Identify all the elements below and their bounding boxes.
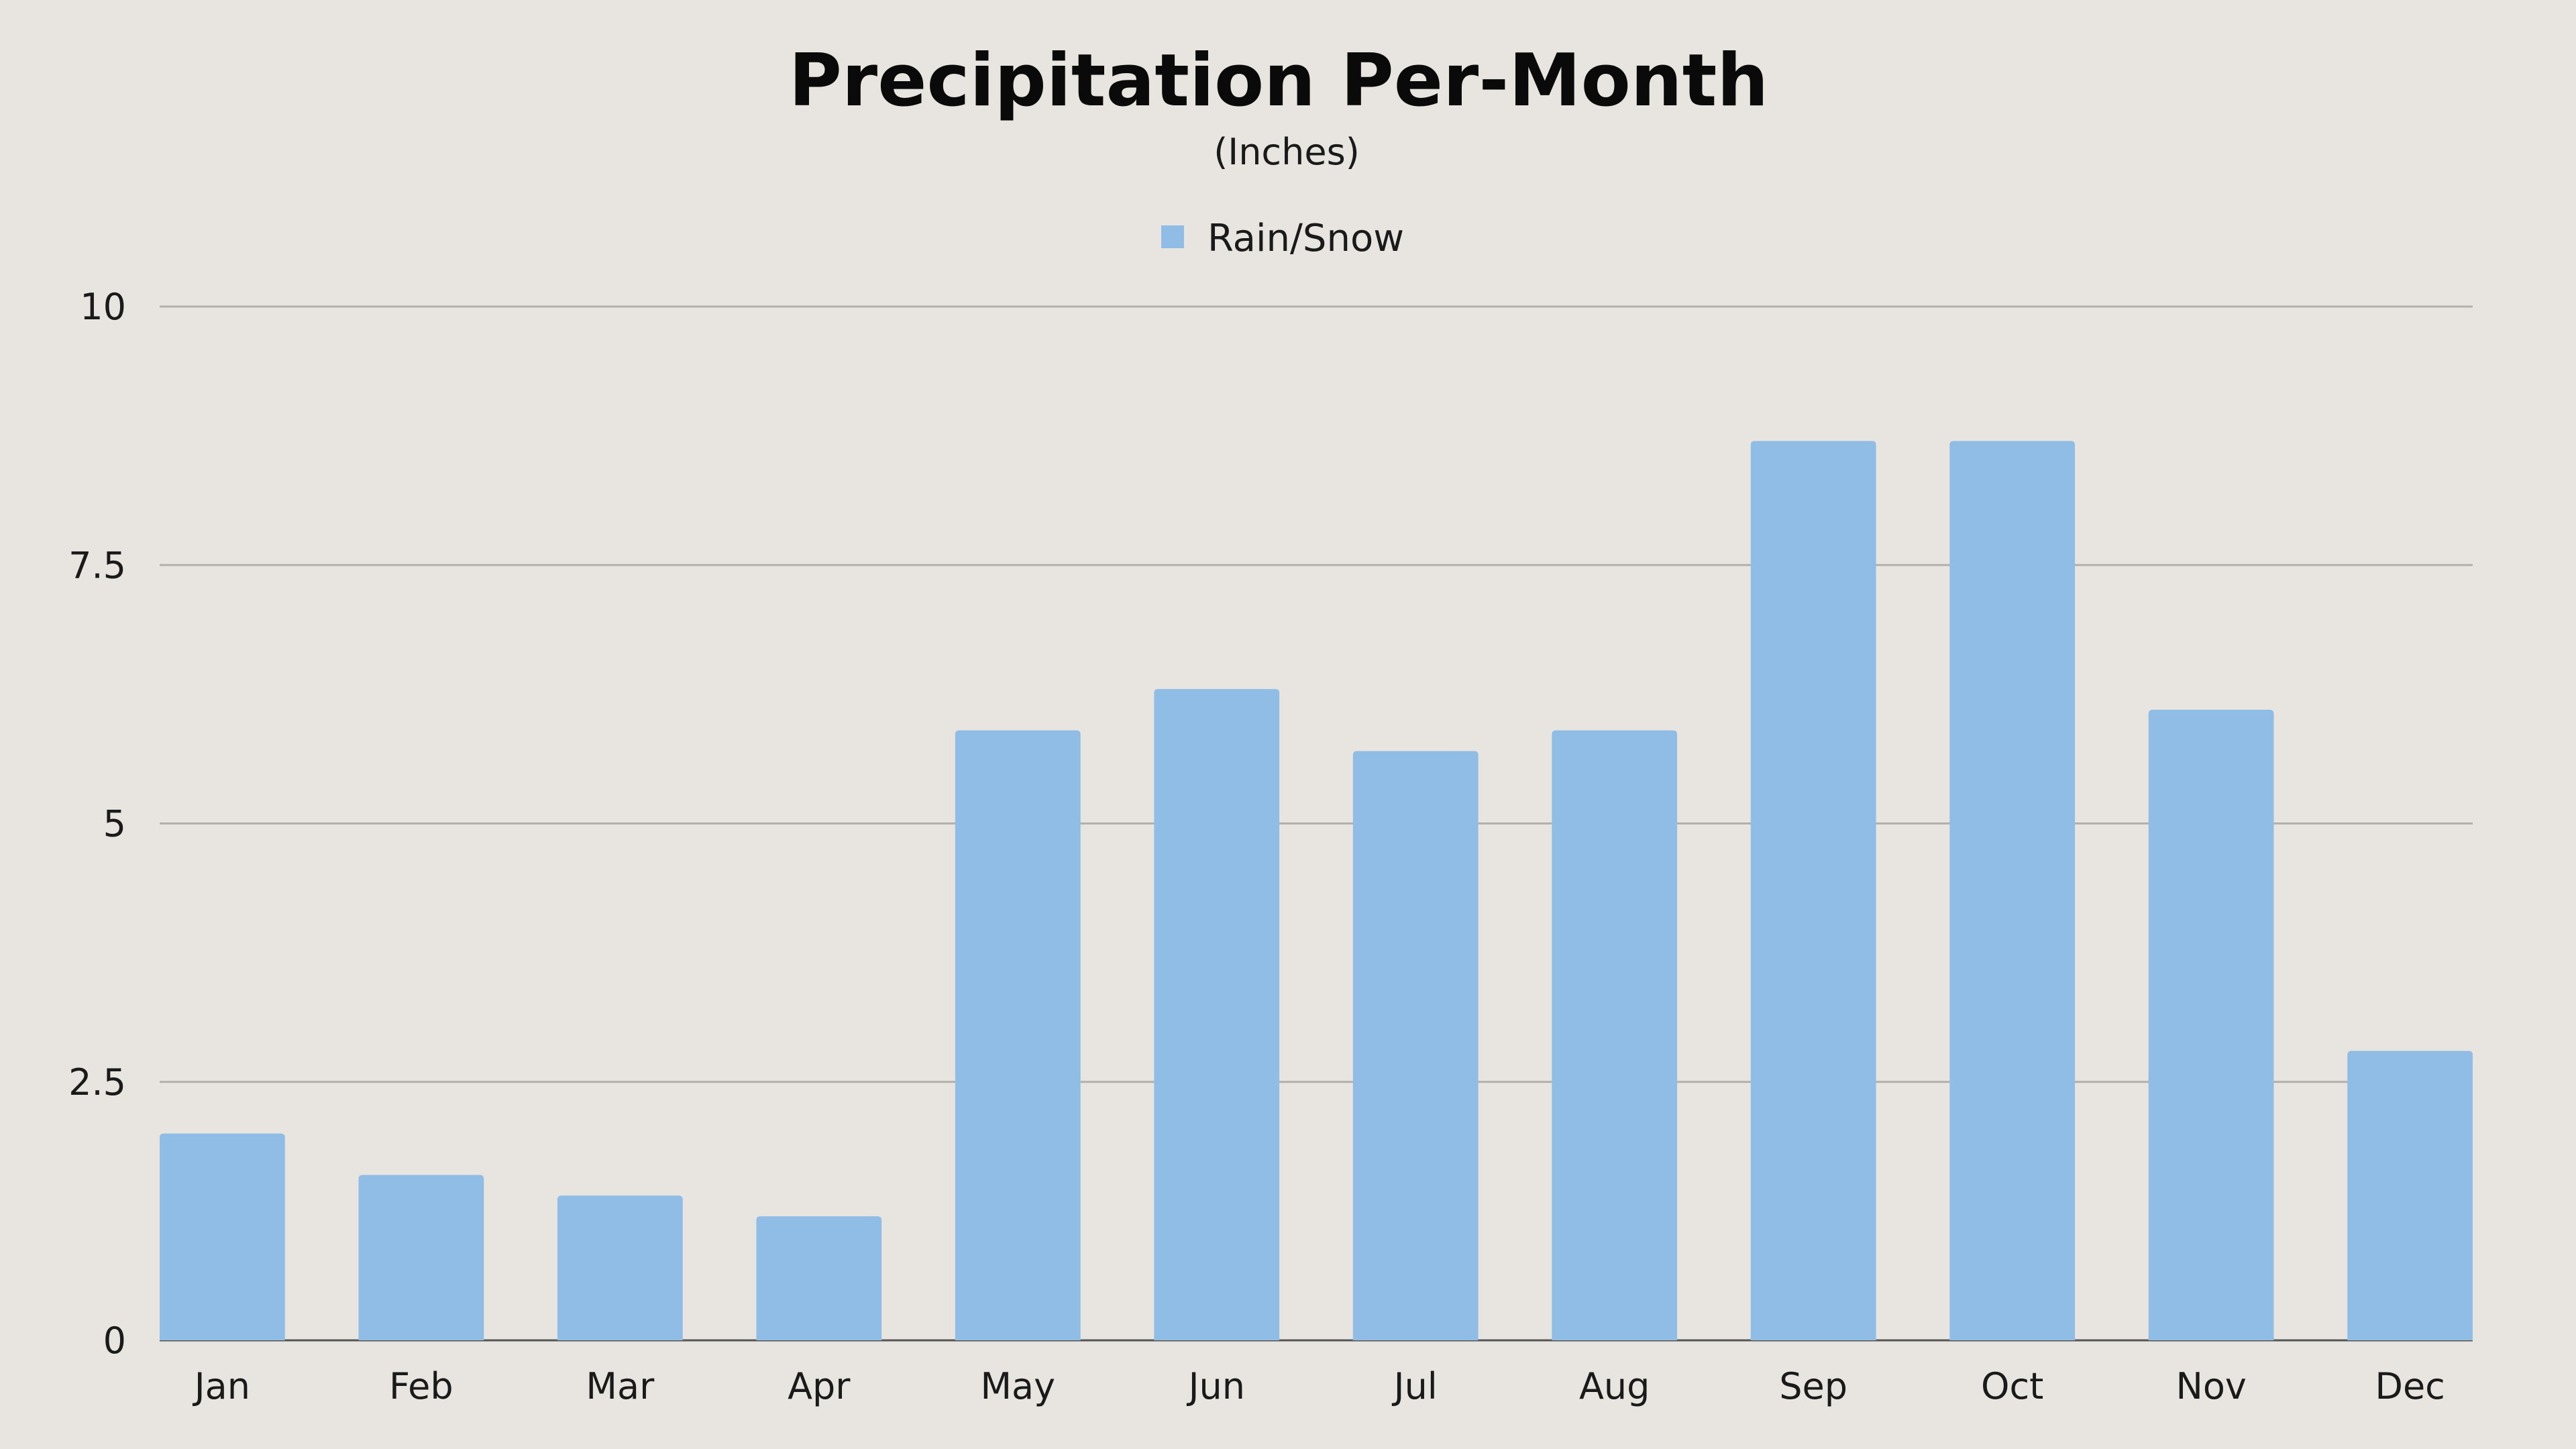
bar-nov — [2148, 709, 2274, 1340]
bar-jan — [160, 1133, 285, 1340]
x-tick-label: May — [980, 1365, 1055, 1407]
bar-may — [955, 730, 1081, 1340]
x-tick-label: Sep — [1779, 1365, 1847, 1407]
bar-sep — [1750, 441, 1876, 1340]
x-tick-label: Mar — [586, 1365, 655, 1407]
bar-aug — [1552, 730, 1678, 1340]
bar-dec — [2347, 1051, 2473, 1340]
y-tick-label: 0 — [103, 1320, 126, 1362]
y-gridlines — [160, 305, 2473, 1342]
legend-label-rain-snow: Rain/Snow — [1208, 217, 1404, 260]
legend-swatch — [1161, 225, 1184, 248]
bar-jul — [1352, 751, 1479, 1340]
y-tick-label: 5 — [103, 803, 126, 845]
x-tick-label: Nov — [2176, 1365, 2246, 1407]
bar-oct — [1949, 441, 2076, 1340]
bar-mar — [557, 1195, 683, 1340]
bar-jun — [1154, 689, 1280, 1340]
chart-legend: Rain/Snow — [1161, 217, 1404, 260]
x-tick-label: Dec — [2375, 1365, 2445, 1407]
x-tick-label: Jun — [1187, 1365, 1245, 1407]
x-tick-label: Apr — [788, 1365, 851, 1407]
chart-subtitle: (Inches) — [1214, 131, 1360, 173]
bar-apr — [756, 1216, 882, 1340]
bars — [160, 441, 2473, 1340]
y-tick-label: 7.5 — [68, 544, 126, 586]
x-tick-label: Feb — [389, 1365, 453, 1407]
y-tick-label: 2.5 — [68, 1061, 126, 1104]
x-tick-label: Aug — [1579, 1365, 1650, 1407]
bar-feb — [358, 1175, 484, 1340]
x-axis-tick-labels: Jan Feb Mar Apr May Jun Jul Aug Sep Oct Nov Dec — [193, 1365, 2445, 1407]
x-tick-label: Jan — [193, 1365, 250, 1407]
x-tick-label: Jul — [1392, 1365, 1438, 1407]
y-axis-tick-labels: 0 2.5 5 7.5 10 — [68, 286, 126, 1362]
y-tick-label: 10 — [80, 286, 126, 328]
chart-title: Precipitation Per-Month — [789, 39, 1768, 123]
x-tick-label: Oct — [1981, 1365, 2043, 1407]
